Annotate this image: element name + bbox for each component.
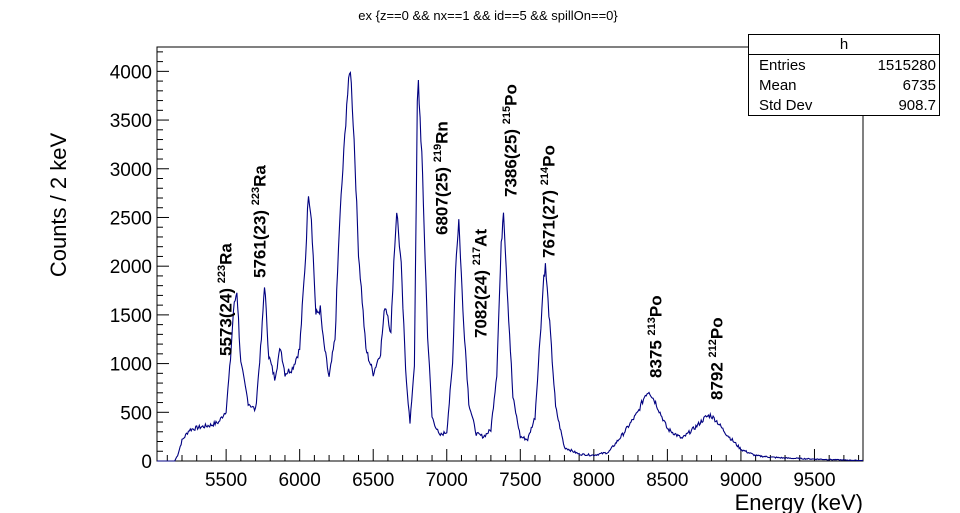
y-tick-label: 500: [120, 403, 152, 424]
x-tick-label: 9000: [720, 470, 762, 491]
y-tick-label: 0: [141, 452, 152, 473]
y-tick-label: 2500: [110, 208, 152, 229]
y-tick-label: 3000: [110, 160, 152, 181]
stats-row-entries: Entries 1515280: [749, 55, 939, 75]
y-axis-label: Counts / 2 keV: [46, 133, 71, 278]
y-tick-label: 1000: [110, 355, 152, 376]
x-tick-label: 5500: [205, 470, 247, 491]
x-tick-label: 6000: [279, 470, 321, 491]
peak-isotope-mass: 223: [216, 264, 228, 284]
peak-annotation: 7082(24) 217At: [471, 229, 492, 338]
peak-annotation: 6807(25) 219Rn: [432, 121, 453, 235]
stats-row-std-dev: Std Dev 908.7: [749, 95, 939, 115]
peak-energy: 7671(27): [539, 185, 559, 258]
peak-annotation: 7386(25) 215Po: [501, 84, 522, 197]
y-tick-label: 2000: [110, 257, 152, 278]
peak-energy: 5573(24): [216, 283, 236, 356]
peak-annotation: 5573(24) 223Ra: [216, 243, 237, 356]
stats-histogram-name: h: [749, 35, 939, 55]
stats-value: 1515280: [877, 57, 936, 74]
y-tick-label: 3500: [110, 111, 152, 132]
peak-isotope-mass: 214: [539, 166, 551, 186]
peak-isotope-element: Ra: [216, 243, 236, 265]
peak-isotope-element: Po: [646, 295, 666, 318]
x-tick-label: 6500: [352, 470, 394, 491]
peak-isotope-element: Rn: [432, 121, 452, 144]
peak-isotope-element: At: [471, 228, 491, 247]
peak-isotope-mass: 217: [471, 246, 483, 266]
stats-value: 908.7: [898, 97, 936, 114]
x-tick-label: 7000: [426, 470, 468, 491]
peak-isotope-element: Po: [501, 84, 521, 106]
peak-isotope-element: Po: [539, 145, 559, 167]
x-tick-label: 7500: [499, 470, 541, 491]
stats-row-mean: Mean 6735: [749, 75, 939, 95]
peak-annotation: 8375 213Po: [646, 295, 667, 378]
stats-value: 6735: [902, 77, 936, 94]
y-tick-label: 4000: [110, 62, 152, 83]
peak-isotope-element: Ra: [250, 165, 270, 187]
peak-isotope-mass: 219: [432, 143, 444, 163]
peak-energy: 8375: [646, 335, 666, 378]
peak-annotation: 7671(27) 214Po: [539, 145, 560, 258]
peak-energy: 7082(24): [471, 265, 491, 338]
peak-annotation: 8792 212Po: [707, 317, 728, 400]
peak-isotope-mass: 215: [501, 105, 513, 125]
peak-isotope-element: Po: [707, 317, 727, 340]
x-tick-label: 8500: [646, 470, 688, 491]
plot-frame: [156, 46, 864, 462]
peak-annotation: 5761(23) 223Ra: [250, 165, 271, 278]
x-axis-label: Energy (keV): [735, 490, 863, 513]
stats-label: Std Dev: [759, 97, 813, 114]
peak-isotope-mass: 212: [707, 339, 719, 358]
stats-label: Entries: [759, 57, 806, 74]
peak-isotope-mass: 223: [250, 186, 262, 206]
x-tick-label: 9500: [793, 470, 835, 491]
x-tick-label: 8000: [573, 470, 615, 491]
peak-energy: 5761(23): [250, 205, 270, 278]
stats-label: Mean: [759, 77, 797, 94]
peak-energy: 6807(25): [432, 162, 452, 235]
spectrum-series-line: [157, 71, 864, 462]
peak-isotope-mass: 213: [646, 317, 658, 336]
peak-energy: 7386(25): [501, 124, 521, 197]
stats-box: h Entries 1515280 Mean 6735 Std Dev 908.…: [748, 34, 940, 116]
peak-energy: 8792: [707, 357, 727, 400]
chart-title: ex {z==0 && nx==1 && id==5 && spillOn==0…: [358, 8, 618, 23]
y-tick-label: 1500: [110, 306, 152, 327]
